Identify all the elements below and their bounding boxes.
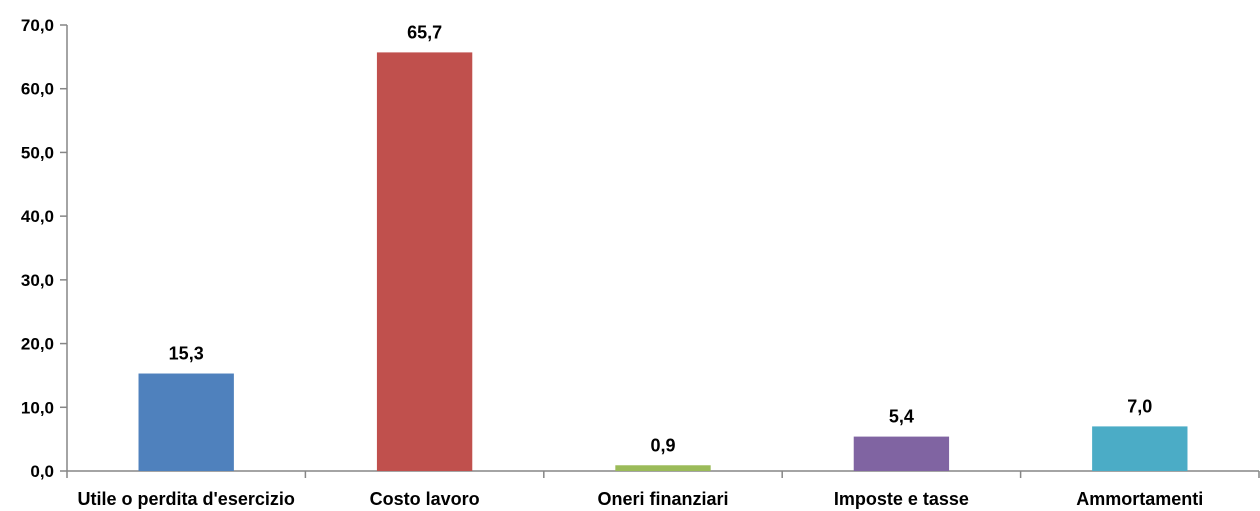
category-label-1: Costo lavoro: [370, 489, 480, 509]
y-tick-label: 10,0: [21, 398, 54, 417]
y-tick-label: 30,0: [21, 271, 54, 290]
data-labels: 15,3 65,7 0,9 5,4 7,0: [169, 22, 1153, 455]
bar-3: [854, 437, 949, 471]
category-label-3: Imposte e tasse: [834, 489, 969, 509]
bar-1: [377, 52, 472, 471]
y-tick-label: 50,0: [21, 143, 54, 162]
bars: [139, 52, 1188, 471]
y-tick-label: 40,0: [21, 207, 54, 226]
data-label-3: 5,4: [889, 407, 914, 427]
data-label-4: 7,0: [1127, 396, 1152, 416]
data-label-1: 65,7: [407, 22, 442, 42]
data-label-2: 0,9: [650, 435, 675, 455]
bar-4: [1092, 426, 1187, 471]
category-label-4: Ammortamenti: [1076, 489, 1203, 509]
category-labels: Utile o perdita d'esercizio Costo lavoro O…: [78, 489, 1204, 509]
bar-2: [615, 465, 710, 471]
category-label-2: Oneri finanziari: [597, 489, 728, 509]
bar-0: [139, 374, 234, 471]
y-tick-label: 0,0: [30, 462, 54, 481]
data-label-0: 15,3: [169, 344, 204, 364]
x-axis: [67, 471, 1259, 478]
y-tick-label: 70,0: [21, 16, 54, 35]
y-axis: 0,0 10,0 20,0 30,0 40,0 50,0 60,0 70,0: [21, 16, 67, 481]
category-label-0: Utile o perdita d'esercizio: [78, 489, 295, 509]
y-tick-label: 60,0: [21, 80, 54, 99]
y-tick-label: 20,0: [21, 335, 54, 354]
